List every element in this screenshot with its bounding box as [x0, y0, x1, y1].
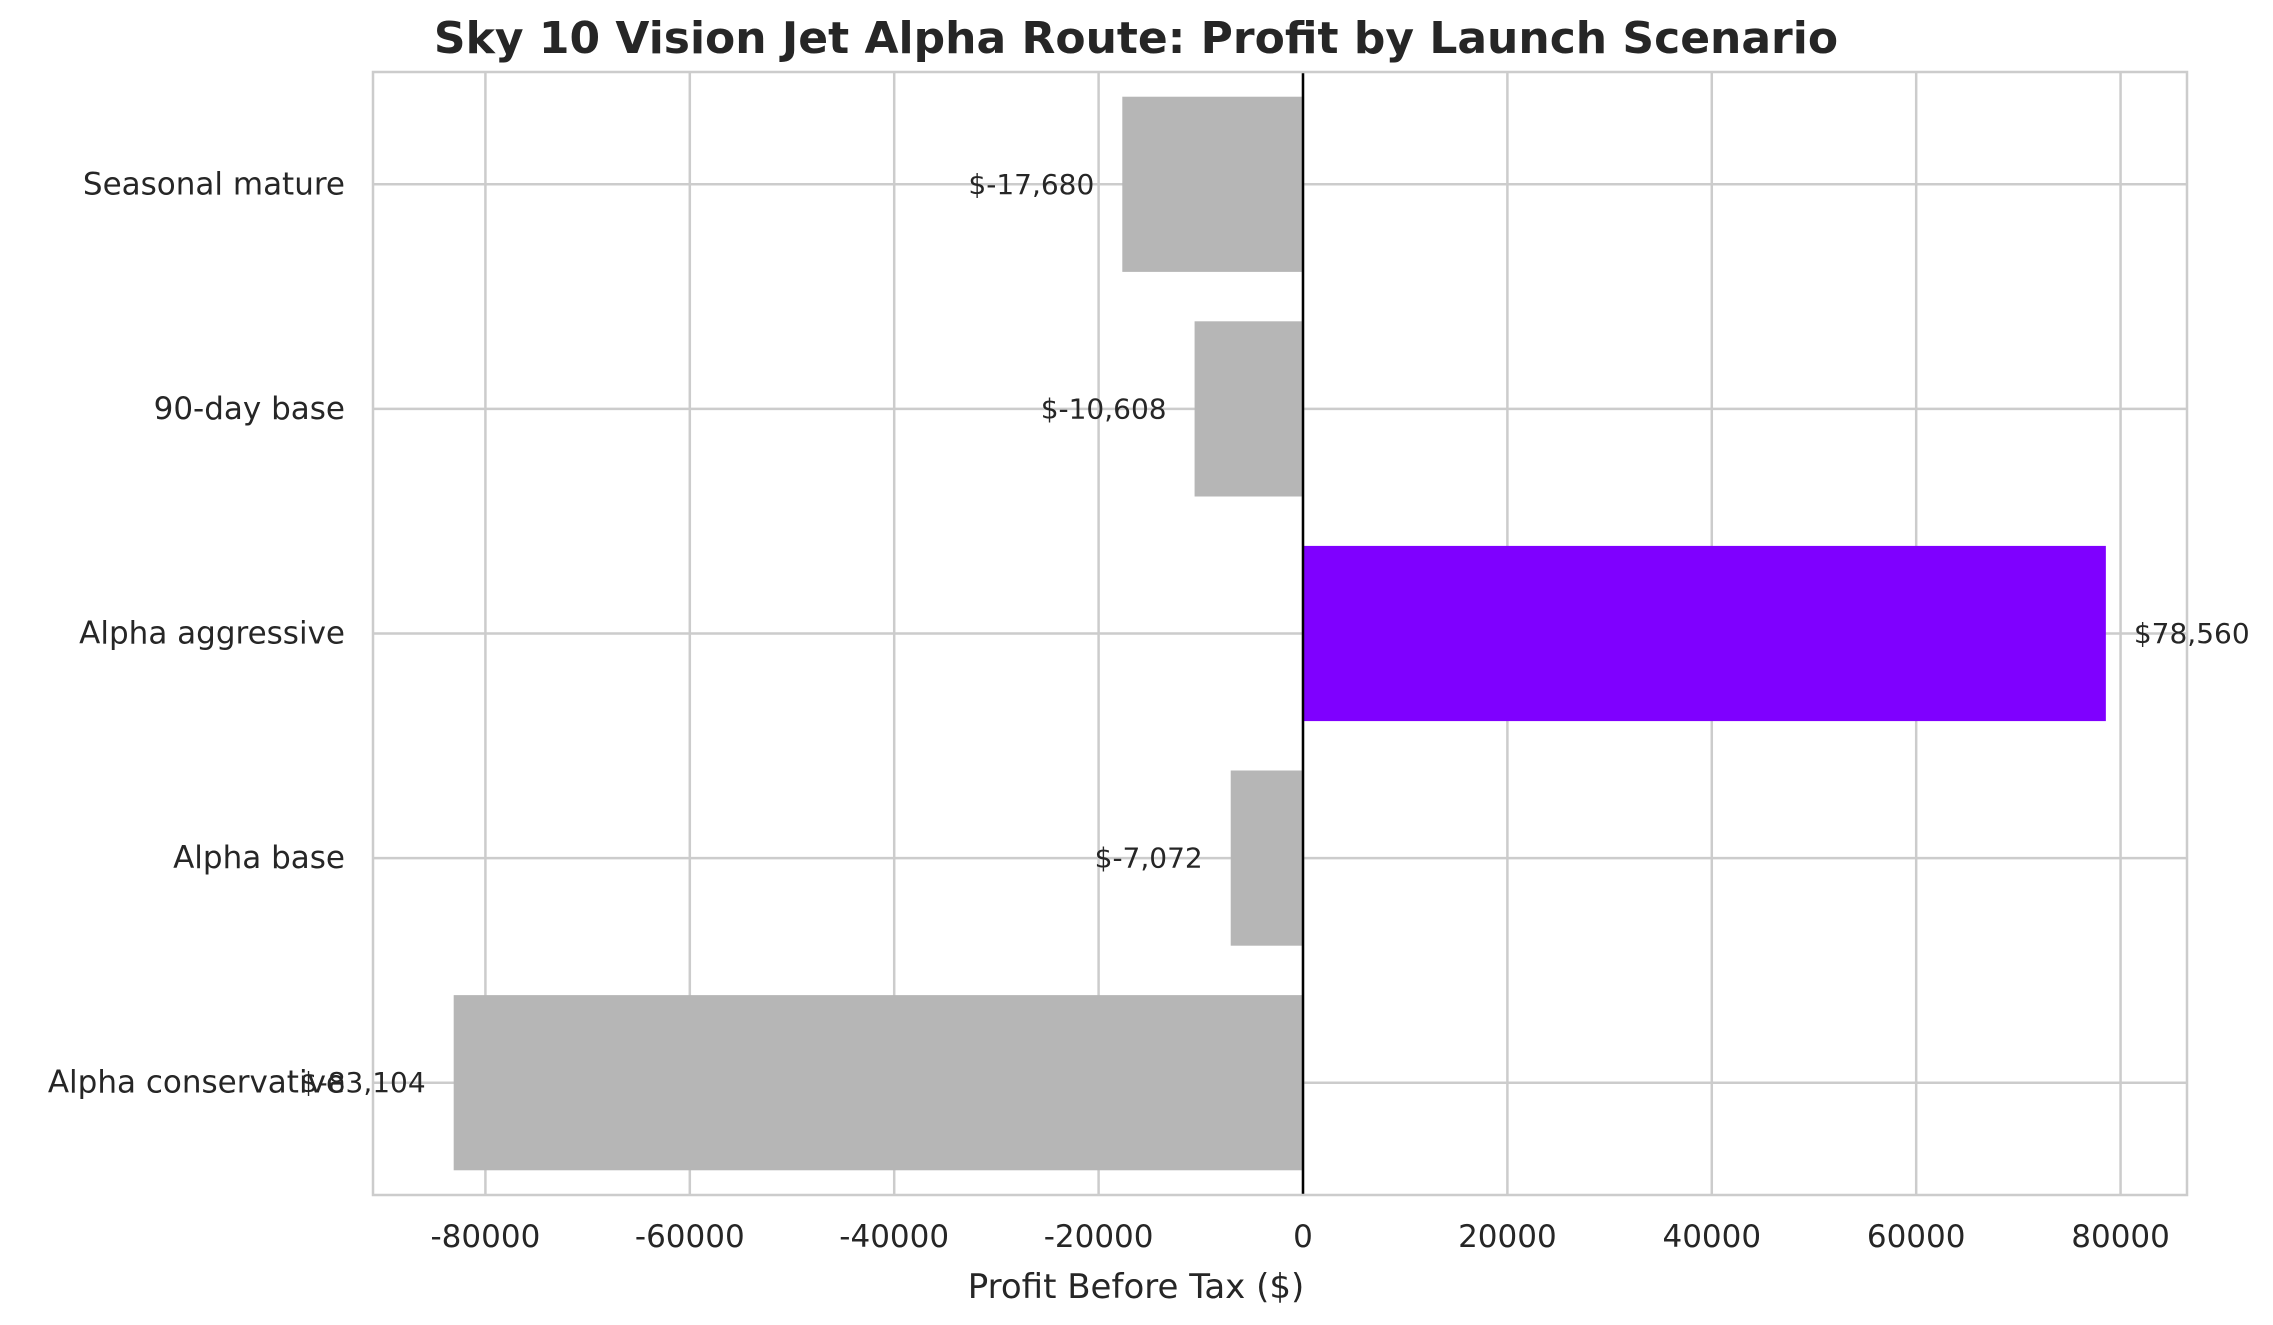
bar-90-day-base	[1194, 321, 1303, 497]
x-tick-label: -20000	[1044, 1219, 1154, 1255]
bar-alpha-conservative	[453, 995, 1303, 1171]
x-tick-label: -60000	[635, 1219, 745, 1255]
x-tick-labels: -80000 -60000 -40000 -20000 0 20000 40000 60000…	[431, 1219, 2170, 1255]
y-tick-label: Alpha conservative	[48, 1065, 345, 1101]
data-label: $-10,608	[1041, 392, 1167, 425]
x-tick-label: 20000	[1458, 1219, 1557, 1255]
chart-title: Sky 10 Vision Jet Alpha Route: Profit by…	[434, 13, 1838, 64]
x-tick-label: 60000	[1867, 1219, 1966, 1255]
bar-alpha-base	[1230, 770, 1303, 946]
y-tick-label: Alpha base	[173, 840, 345, 876]
y-tick-labels: Seasonal mature 90-day base Alpha aggressi…	[48, 166, 345, 1100]
bar-layer	[453, 96, 2106, 1171]
x-tick-label: 40000	[1662, 1219, 1761, 1255]
y-tick-label: Seasonal mature	[83, 166, 345, 202]
x-tick-label: 80000	[2071, 1219, 2170, 1255]
label-layer: $-17,680 $-10,608 $78,560 $-7,072 $-83,104	[300, 168, 2250, 1099]
y-tick-label: Alpha aggressive	[79, 616, 345, 652]
x-tick-label: -80000	[431, 1219, 541, 1255]
x-tick-label: 0	[1293, 1219, 1313, 1255]
data-label: $-83,104	[300, 1066, 426, 1099]
bar-seasonal-mature	[1122, 96, 1303, 272]
plot-frame	[371, 70, 2189, 1197]
bar-alpha-aggressive	[1302, 545, 2106, 722]
y-tick-label: 90-day base	[154, 391, 345, 427]
x-axis-label: Profit Before Tax ($)	[968, 1267, 1305, 1307]
data-label: $-7,072	[1095, 842, 1203, 875]
x-tick-label: -40000	[839, 1219, 949, 1255]
data-label: $-17,680	[968, 168, 1094, 201]
data-label: $78,560	[2134, 617, 2250, 650]
